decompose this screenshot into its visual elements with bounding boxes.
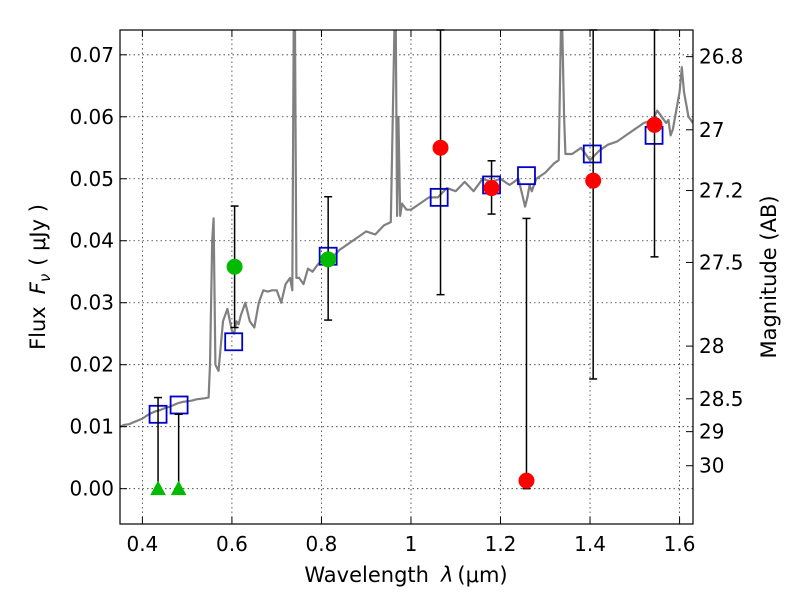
grid-lines — [120, 30, 693, 524]
plot-frame — [119, 29, 694, 525]
model-photometry-square — [517, 166, 536, 186]
y-tick-label: 0.06 — [69, 105, 114, 129]
right-tick-label: 29 — [699, 420, 724, 444]
right-axis-label: Magnitude (AB) — [757, 195, 781, 358]
model-photometry-square — [169, 395, 189, 415]
detection-point — [432, 139, 449, 156]
data-layer — [120, 29, 693, 496]
upper-limit-triangle — [170, 480, 187, 496]
x-tick-label: 0.8 — [306, 532, 338, 556]
right-tick-label: 30 — [699, 454, 724, 478]
model-photometry-square — [582, 144, 602, 164]
y-axis-label: FluxFν( μJy ) — [26, 204, 54, 350]
detection-point — [646, 116, 663, 133]
x-tick-label: 1.2 — [485, 532, 517, 556]
ground-based-point — [320, 251, 337, 268]
y-tick-label: 0.05 — [69, 167, 114, 191]
detection-point — [483, 180, 500, 197]
right-tick-label: 27 — [699, 118, 724, 142]
x-tick-label: 1.4 — [574, 532, 606, 556]
detection-point — [518, 472, 535, 489]
right-tick-label: 26.8 — [699, 45, 744, 69]
y-tick-label: 0.01 — [69, 415, 114, 439]
x-axis-label: Wavelength λ (μm) — [304, 563, 507, 587]
model-photometry-square — [224, 332, 244, 352]
y-tick-label: 0.07 — [69, 43, 114, 67]
x-tick-label: 1 — [405, 532, 418, 556]
right-tick-label: 27.5 — [699, 250, 744, 274]
y-tick-label: 0.02 — [69, 353, 114, 377]
x-tick-label: 0.4 — [126, 532, 158, 556]
model-photometry-square — [429, 187, 449, 207]
y-tick-label: 0.04 — [69, 229, 114, 253]
sed-spectrum-line — [120, 30, 693, 428]
x-tick-label: 1.6 — [664, 532, 696, 556]
tick-layer: 0.4 0.6 0.8 1 1.2 1.4 1.6 0.00 0.01 0.02 0.03 0.04 0… — [69, 30, 744, 556]
right-tick-label: 28.5 — [699, 387, 744, 411]
y-tick-label: 0.00 — [69, 477, 114, 501]
ground-based-point — [226, 258, 243, 275]
detection-point — [585, 172, 602, 189]
upper-limit-triangle — [150, 480, 166, 496]
right-tick-label: 27.2 — [699, 179, 744, 203]
right-tick-label: 28 — [699, 334, 724, 358]
x-tick-label: 0.6 — [216, 532, 248, 556]
y-tick-label: 0.03 — [69, 291, 114, 315]
